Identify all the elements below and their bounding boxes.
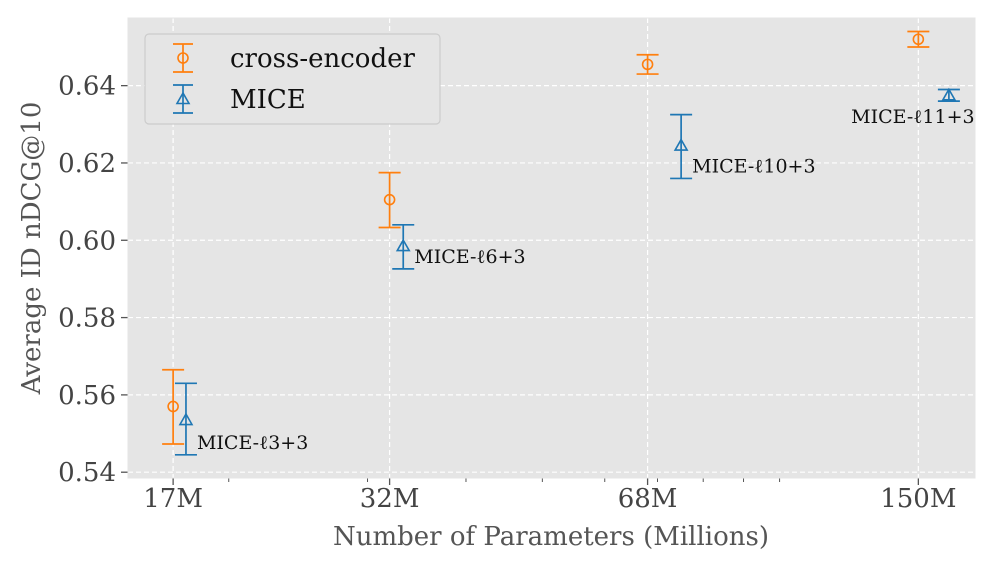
marks	[162, 30, 960, 456]
x-tick-label: 68M	[618, 484, 678, 514]
y-tick-label: 0.62	[58, 149, 116, 179]
legend-entry: cross-encoder	[173, 43, 415, 74]
ticks: 17M 32M 68M 150M 0.54 0.56 0.58 0.60 0.62 0.64	[58, 72, 956, 514]
y-tick-label: 0.54	[58, 458, 116, 488]
legend-label: cross-encoder	[230, 44, 415, 74]
data-point	[912, 33, 925, 46]
x-axis-label: Number of Parameters (Millions)	[333, 522, 769, 552]
y-tick-label: 0.56	[58, 381, 116, 411]
series-cross-encoder	[162, 30, 930, 445]
y-tick-label: 0.58	[58, 304, 116, 334]
point-annotation: MICE-ℓ3+3	[197, 432, 308, 454]
data-point	[641, 58, 654, 71]
plot-frame	[127, 17, 976, 479]
x-tick-label: 32M	[360, 484, 420, 514]
data-point	[941, 87, 957, 101]
series-mice	[174, 87, 960, 456]
data-point	[395, 238, 411, 252]
legend-marker	[177, 52, 189, 64]
x-tick-label: 150M	[880, 484, 956, 514]
legend-box	[144, 33, 441, 125]
data-point	[673, 137, 689, 151]
legend: cross-encoder MICE	[144, 33, 441, 125]
point-annotation: MICE-ℓ10+3	[692, 155, 815, 177]
y-tick-label: 0.64	[58, 72, 116, 102]
x-tick-label: 17M	[143, 484, 203, 514]
legend-entry: MICE	[173, 84, 306, 115]
point-annotation: MICE-ℓ6+3	[414, 246, 525, 268]
data-point	[167, 400, 179, 413]
y-axis-label: Average ID nDCG@10	[17, 102, 47, 396]
point-annotation: MICE-ℓ11+3	[851, 106, 974, 128]
y-tick-label: 0.60	[58, 226, 116, 256]
legend-label: MICE	[230, 85, 306, 115]
annotations: MICE-ℓ3+3 MICE-ℓ6+3 MICE-ℓ10+3 MICE-ℓ11+3	[197, 106, 975, 454]
data-point	[178, 412, 194, 426]
legend-marker	[175, 91, 191, 105]
data-point	[383, 193, 396, 206]
